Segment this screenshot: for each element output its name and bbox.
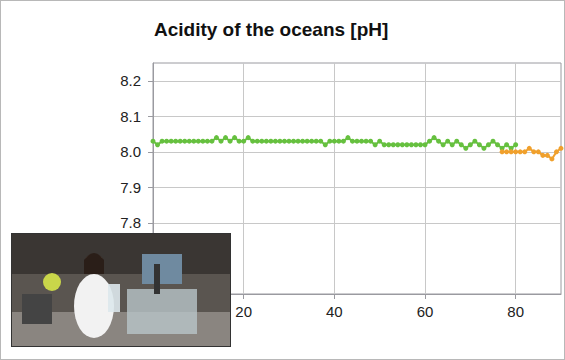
svg-text:80: 80 [507,303,524,320]
svg-text:8.2: 8.2 [120,72,141,89]
svg-text:60: 60 [417,303,434,320]
svg-text:8.1: 8.1 [120,108,141,125]
svg-text:20: 20 [235,303,252,320]
svg-text:40: 40 [326,303,343,320]
svg-text:Acidity of the oceans [pH]: Acidity of the oceans [pH] [154,19,388,40]
svg-text:7.8: 7.8 [120,214,141,231]
svg-text:7.9: 7.9 [120,179,141,196]
svg-text:8.0: 8.0 [120,143,141,160]
